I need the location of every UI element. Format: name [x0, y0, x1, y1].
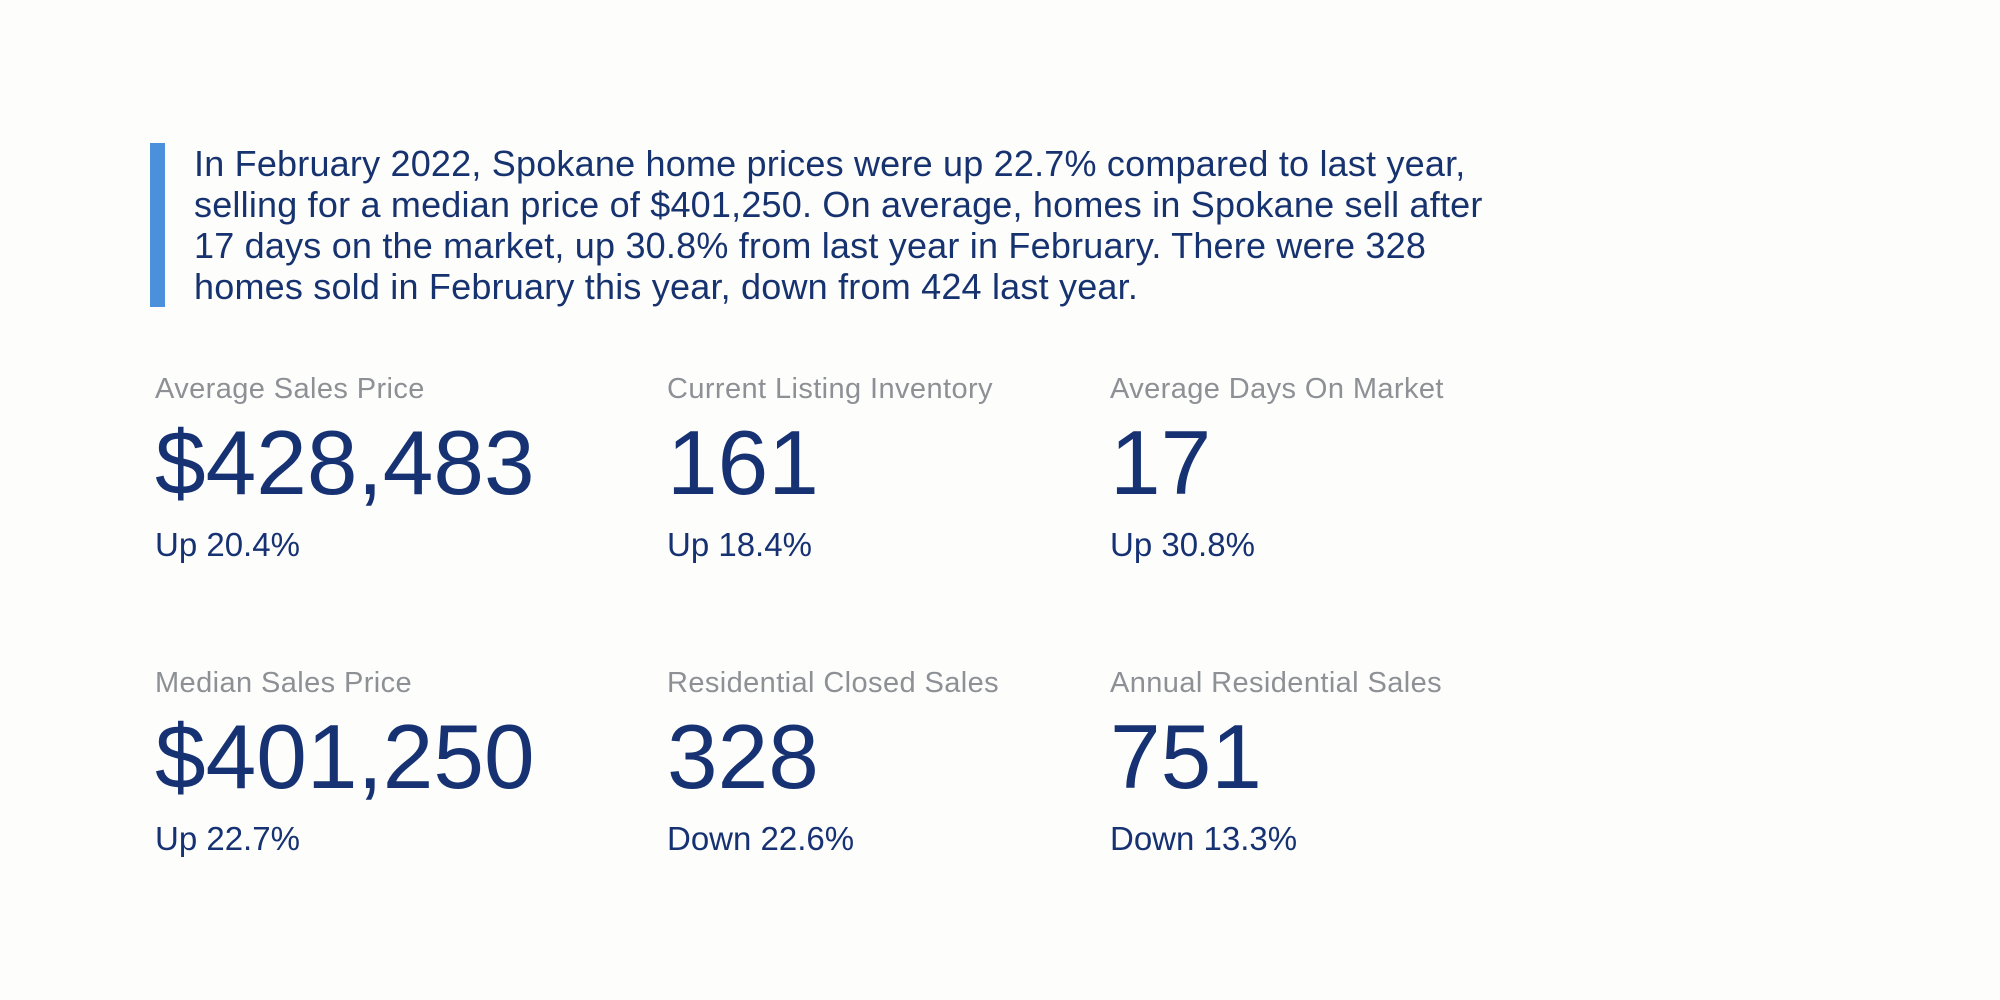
stat-label: Current Listing Inventory — [667, 373, 993, 405]
stats-grid: Average Sales Price $428,483 Up 20.4% Cu… — [155, 372, 1630, 858]
stat-label: Average Sales Price — [155, 373, 425, 405]
stat-change: Down 13.3% — [1110, 820, 1298, 857]
stat-label: Residential Closed Sales — [667, 667, 999, 699]
stat-value: $401,250 — [155, 707, 535, 808]
stat-card-annual-residential-sales: Annual Residential Sales 751 Down 13.3% — [1110, 666, 1630, 858]
stat-value: $428,483 — [155, 413, 535, 514]
stat-change: Up 30.8% — [1110, 526, 1255, 563]
stat-label: Average Days On Market — [1110, 373, 1444, 405]
stat-card-average-days-on-market: Average Days On Market 17 Up 30.8% — [1110, 372, 1630, 564]
stat-card-residential-closed-sales: Residential Closed Sales 328 Down 22.6% — [667, 666, 1110, 858]
stat-value: 328 — [667, 707, 819, 808]
market-summary-quote: In February 2022, Spokane home prices we… — [150, 143, 1494, 307]
stat-change: Up 18.4% — [667, 526, 812, 563]
stat-label: Annual Residential Sales — [1110, 667, 1443, 699]
stat-change: Up 20.4% — [155, 526, 300, 563]
stat-change: Down 22.6% — [667, 820, 855, 857]
quote-accent-bar — [150, 143, 165, 307]
stat-card-current-listing-inventory: Current Listing Inventory 161 Up 18.4% — [667, 372, 1110, 564]
stat-value: 751 — [1110, 707, 1262, 808]
stat-card-average-sales-price: Average Sales Price $428,483 Up 20.4% — [155, 372, 667, 564]
stat-change: Up 22.7% — [155, 820, 300, 857]
stat-label: Median Sales Price — [155, 667, 413, 699]
stat-value: 17 — [1110, 413, 1212, 514]
stat-card-median-sales-price: Median Sales Price $401,250 Up 22.7% — [155, 666, 667, 858]
stat-value: 161 — [667, 413, 819, 514]
market-summary-text: In February 2022, Spokane home prices we… — [194, 143, 1483, 307]
